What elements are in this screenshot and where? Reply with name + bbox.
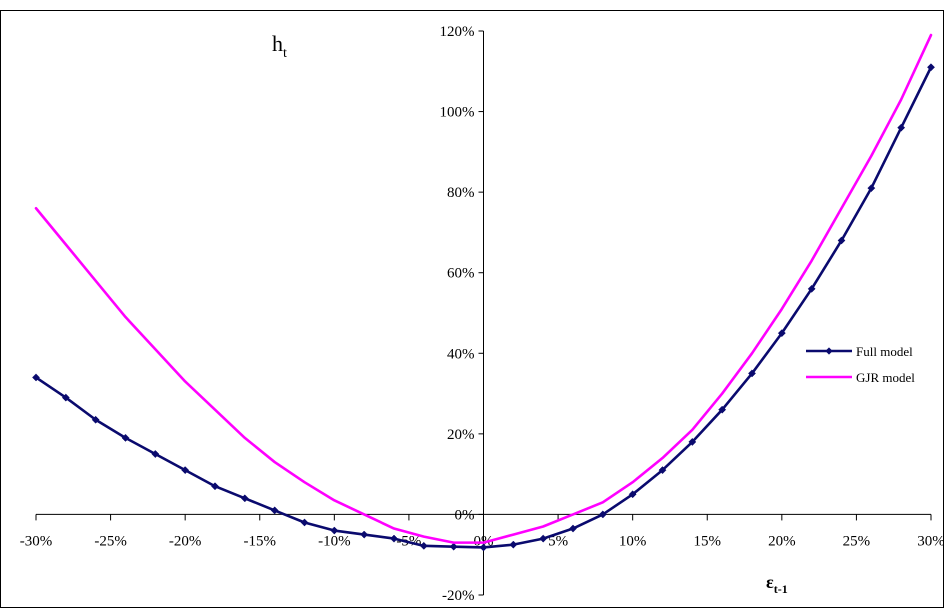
legend-label: GJR model <box>856 370 915 385</box>
data-point <box>837 236 846 245</box>
legend: Full model GJR model <box>806 344 915 385</box>
data-point <box>748 369 756 378</box>
x-tick-label: 10% <box>619 533 647 549</box>
series-line-gjr-model <box>34 33 933 544</box>
data-point <box>419 541 428 550</box>
data-point <box>479 543 488 552</box>
data-point <box>777 329 786 338</box>
x-axis-title-sub: t-1 <box>774 582 788 596</box>
y-tick-label: 40% <box>447 346 475 362</box>
data-point <box>509 540 518 549</box>
x-tick-label: -30% <box>20 533 53 549</box>
legend-marker <box>825 347 833 355</box>
data-point <box>181 466 190 475</box>
x-tick-label: -10% <box>318 533 351 549</box>
svg-text:εt-1: εt-1 <box>766 572 788 596</box>
data-point <box>360 530 369 539</box>
data-point <box>240 494 249 503</box>
y-axis-title: ht <box>272 31 287 61</box>
x-tick-label: 20% <box>768 533 796 549</box>
x-tick-label: 15% <box>694 533 722 549</box>
y-tick-label: 100% <box>440 105 475 121</box>
axes: -20% 0% 20% 40% 60% 80% 100% 120% -30% -25% -20% -1… <box>20 24 944 604</box>
svg-text:ht: ht <box>272 31 287 61</box>
x-tick-label: 5% <box>548 533 568 549</box>
legend-item-gjr-model: GJR model <box>806 370 915 385</box>
series-gjr-model <box>34 33 933 544</box>
y-tick-label: 80% <box>447 185 475 201</box>
data-point <box>807 284 816 293</box>
data-point <box>539 534 548 543</box>
data-point <box>91 415 100 424</box>
data-point <box>121 433 130 442</box>
data-point <box>211 482 219 491</box>
x-tick-label: -20% <box>169 533 202 549</box>
data-point <box>628 490 637 499</box>
data-point <box>151 450 160 458</box>
series-full-model <box>32 63 935 552</box>
x-tick-label: -25% <box>94 533 127 549</box>
x-tick-label: -15% <box>244 533 277 549</box>
data-point <box>390 534 398 543</box>
series-layer <box>32 33 935 552</box>
data-point <box>300 518 309 527</box>
data-point <box>897 123 906 132</box>
data-point <box>270 506 279 515</box>
y-tick-label: 120% <box>440 24 475 40</box>
data-point <box>688 437 697 446</box>
y-axis-title-main: h <box>272 31 283 56</box>
data-point <box>867 184 876 193</box>
x-tick-label: 25% <box>843 533 871 549</box>
data-point <box>598 510 607 519</box>
x-axis-title: εt-1 <box>766 572 788 596</box>
x-tick-label: 30% <box>917 533 944 549</box>
x-axis-title-main: ε <box>766 572 774 592</box>
y-tick-label: 0% <box>455 507 475 523</box>
data-point <box>32 373 40 382</box>
y-axis-title-sub: t <box>283 46 287 61</box>
data-point <box>330 526 339 535</box>
data-point <box>658 466 667 475</box>
data-point <box>927 63 935 72</box>
y-tick-label: 60% <box>447 266 475 282</box>
y-tick-label: -20% <box>442 588 475 604</box>
data-point <box>449 542 458 551</box>
data-point <box>61 393 70 402</box>
legend-label: Full model <box>856 344 913 359</box>
data-point <box>569 524 577 533</box>
data-point <box>718 405 727 414</box>
y-tick-label: 20% <box>447 427 475 443</box>
legend-item-full-model: Full model <box>806 344 913 359</box>
